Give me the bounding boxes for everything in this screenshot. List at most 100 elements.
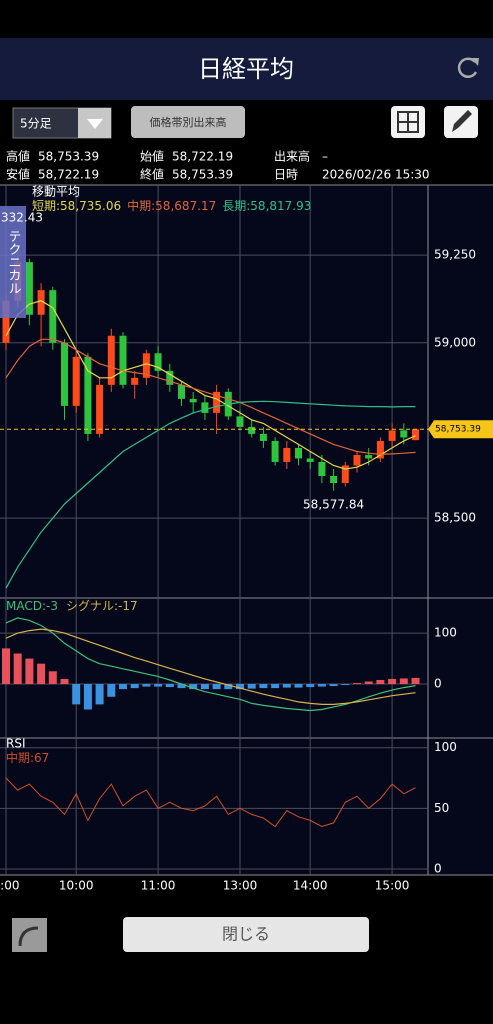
interval-label: 5分足 [20,117,52,131]
candle-body [131,377,139,385]
legend-value: 58,735.06 [60,199,121,213]
histogram-bar [165,684,174,688]
candle-body [166,370,174,385]
histogram-bar [259,684,268,689]
info-label: 高値 [6,149,30,164]
histogram-bar [95,684,104,705]
y-tick-label: 100 [434,740,457,754]
histogram-bar [119,684,127,690]
info-value: 58,722.19 [172,150,233,164]
histogram-bar [224,684,233,690]
histogram-bar [107,684,116,697]
x-tick-label: 11:00 [141,879,176,893]
candle-body [2,300,10,343]
histogram-bar [411,677,420,685]
candle-body [236,416,244,427]
legend-value: 58,687.17 [155,199,216,213]
volume-button[interactable]: 価格帯別出来高 [131,106,245,138]
series-line [5,400,416,589]
last-price-tag [428,420,493,439]
chart-area [0,185,493,875]
series-line [5,338,416,455]
info-value: 2026/02/26 15:30 [322,168,430,182]
histogram-bar [177,684,186,689]
info-label: 出来高 [274,149,310,164]
candle-body [259,433,267,441]
legend-title: RSI [6,737,26,751]
candle-body [376,440,384,459]
histogram-bar [200,684,209,690]
histogram-bar [282,684,291,688]
info-label: 始値 [140,149,164,164]
histogram-bar [247,684,256,689]
x-tick-label: 13:00 [223,879,258,893]
candle-body [84,356,92,434]
candle-body [412,429,419,441]
info-label: 日時 [274,168,298,182]
x-tick-label: 10:00 [59,879,94,893]
histogram-bar [130,684,139,689]
histogram-bar [306,684,315,688]
legend-name: 長期: [222,199,250,213]
candle-body [189,398,197,403]
back-icon[interactable] [12,918,47,952]
legend: MACD:-3 シグナル:-17 [6,599,138,613]
close-button-label: 閉じる [222,925,270,944]
header-title: 日経平均 [198,55,294,83]
histogram-bar [353,683,361,685]
candle-body [96,384,104,434]
candle-body [178,384,185,399]
info-label: 終値 [140,167,164,182]
candle-body [271,440,279,462]
histogram-bar [154,684,163,687]
legend-value: -17 [118,599,138,613]
draw-button[interactable] [444,106,478,138]
y-tick-label: 100 [434,626,457,640]
candle-body [72,356,80,406]
annotation: 58,577.84 [303,497,364,511]
close-button[interactable]: 閉じる [123,917,369,952]
candle-body [201,402,209,413]
candle-body [49,290,57,343]
technical-tab-label: テクニカル [6,230,21,295]
legend-name: 中期: [127,198,155,213]
histogram-bar [399,678,408,685]
series-line [5,777,416,828]
technical-tab[interactable]: テクニカル 332.43 [0,206,43,318]
legend-name: 中期: [6,750,34,765]
histogram-bar [212,684,221,690]
series-line [5,617,416,712]
plot: 58,500 59,000 59,250 9:00 10:00 11:00 13:00 14:… [0,185,493,893]
legend-title: 移動平均 [32,185,80,199]
y-tick-label: 59,250 [434,248,476,262]
histogram-bar [142,684,151,687]
legend-value: 58,817.93 [250,199,311,213]
layout-button[interactable] [391,106,425,138]
candle-body [154,353,162,371]
y-tick-label: 0 [434,861,442,875]
candle-body [37,290,45,315]
info-label: 安値 [6,167,30,182]
x-tick-label: 15:00 [375,879,410,893]
candle-body [25,262,33,315]
candle-body [388,430,396,441]
x-tick-label: 14:00 [293,879,328,893]
candle-body [213,391,221,413]
histogram-bar [341,684,350,686]
histogram-bar [189,684,198,690]
refresh-button[interactable] [457,57,479,78]
y-tick-label: 0 [434,677,442,691]
candle-body [295,447,302,459]
candle-body [341,465,349,484]
histogram-bar [83,684,92,710]
histogram-bar [376,679,385,685]
candle-body [107,335,115,385]
candle-body [61,342,68,406]
info-value: 58,753.39 [38,150,99,164]
legend: 中期:67 [6,750,49,765]
histogram-bar [37,663,46,685]
candle-body [330,475,338,484]
interval-dropdown[interactable]: 5分足 [12,107,112,139]
histogram-bar [48,671,57,685]
